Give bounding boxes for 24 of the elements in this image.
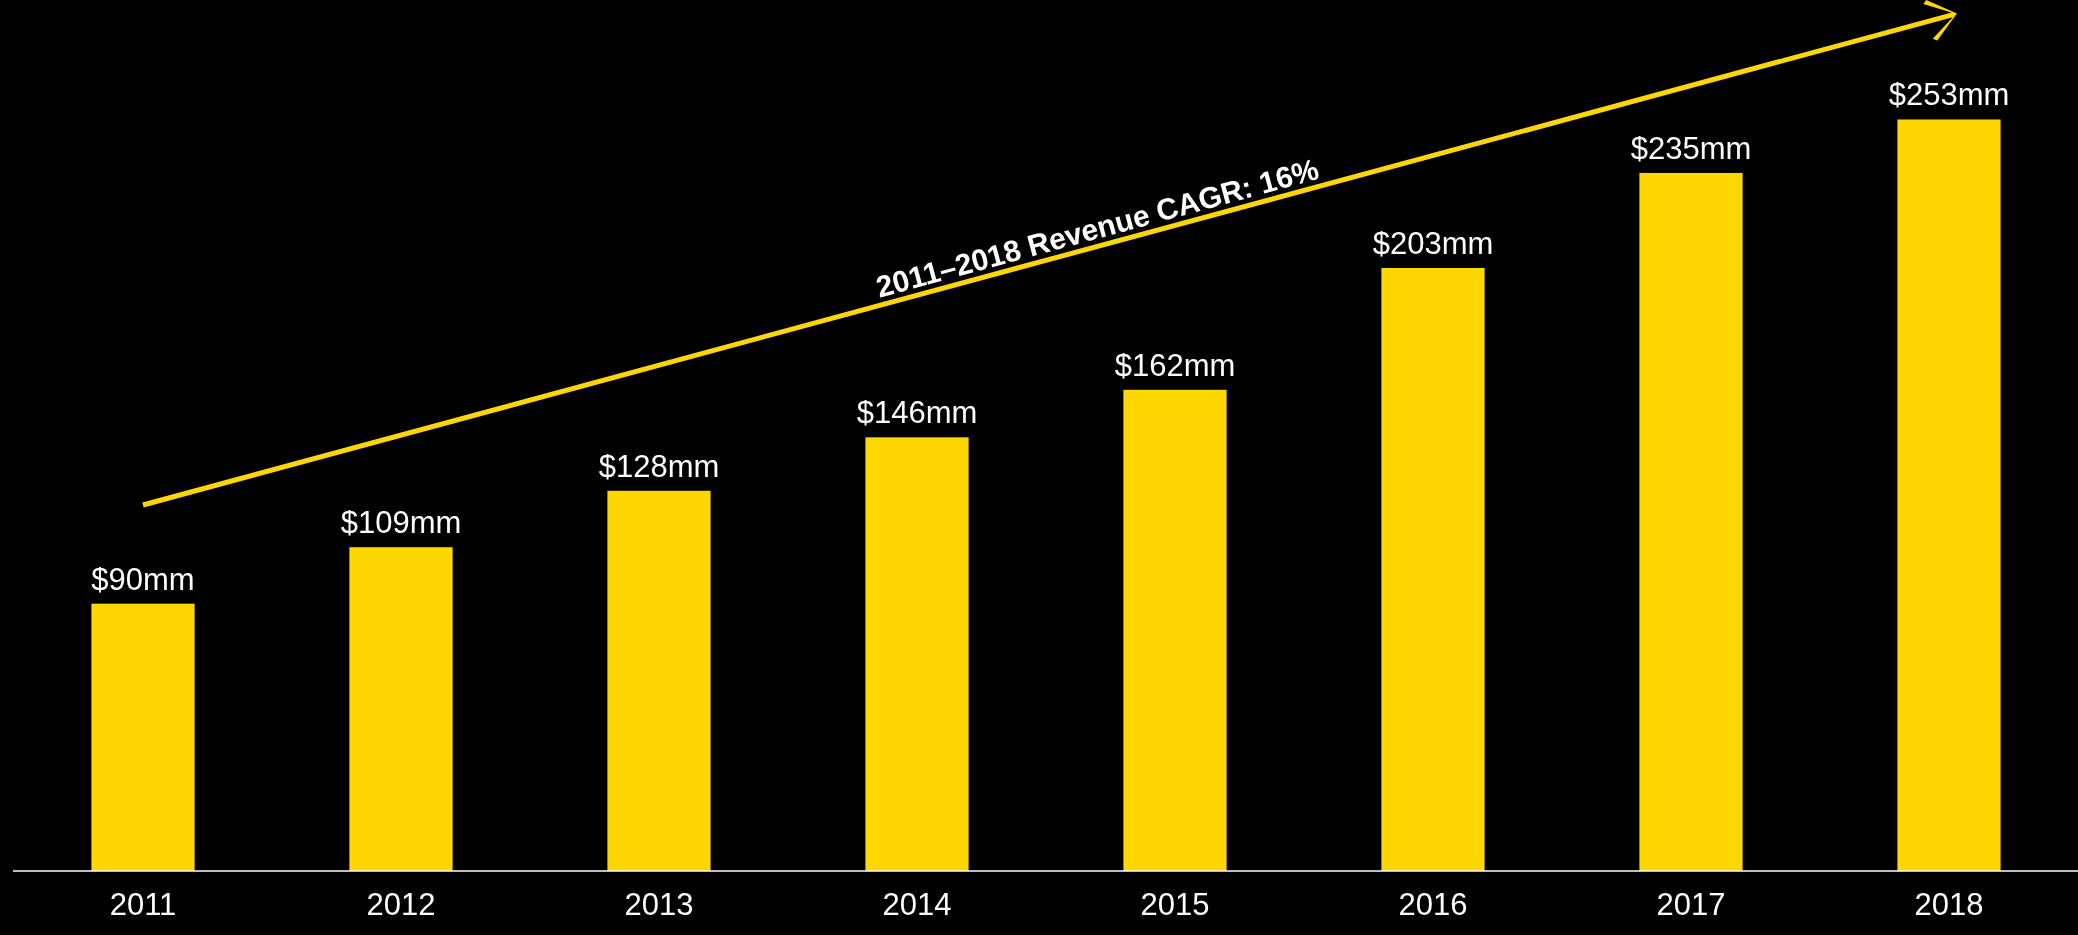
data-label: $203mm [1372,226,1494,262]
data-label: $235mm [1630,130,1752,166]
data-label: $90mm [91,561,195,597]
x-tick-label: 2011 [109,887,177,923]
x-tick-label: 2012 [366,887,436,923]
bar [865,437,969,871]
data-label: $146mm [856,395,978,431]
data-label: $109mm [340,505,462,541]
x-tick-label: 2016 [1398,887,1468,923]
bar [1639,172,1743,871]
bar [1381,268,1485,871]
x-tick-label: 2014 [882,887,952,923]
bar [349,547,453,871]
data-label: $162mm [1114,347,1236,383]
data-label: $128mm [598,448,720,484]
bar [1123,389,1227,871]
x-tick-label: 2015 [1140,887,1210,923]
x-tick-label: 2013 [624,887,694,923]
x-tick-label: 2017 [1656,887,1726,923]
x-tick-label: 2018 [1914,887,1984,923]
bar [607,490,711,871]
bar [1897,119,2001,871]
bar [91,603,195,871]
data-label: $253mm [1888,77,2010,113]
